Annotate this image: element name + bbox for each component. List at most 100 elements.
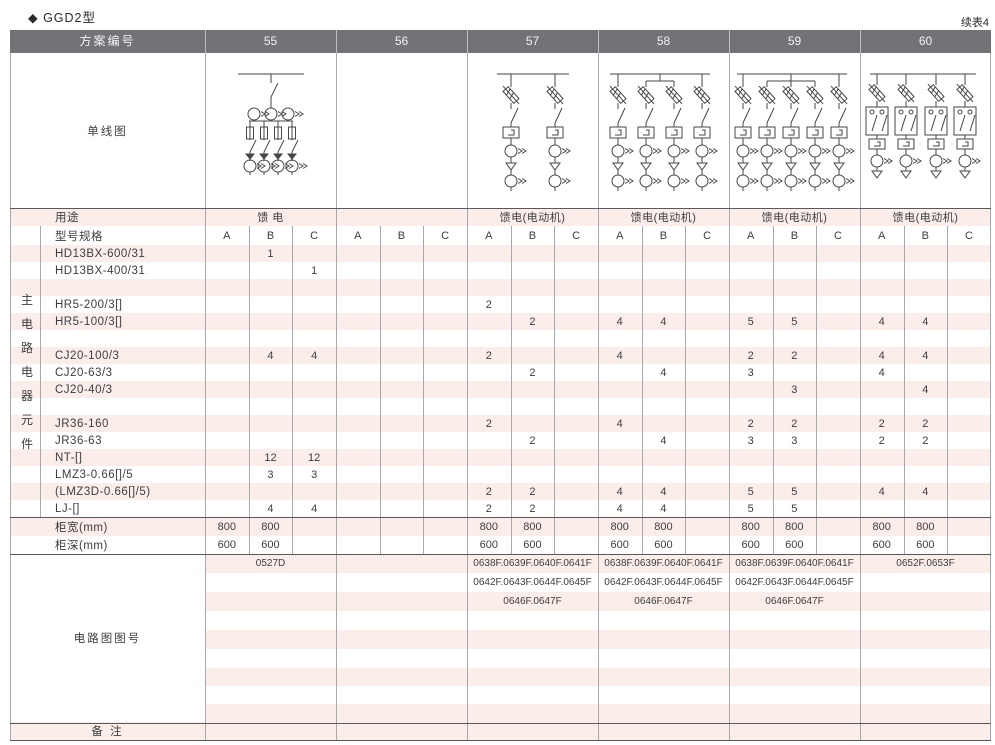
value-cell bbox=[904, 398, 948, 415]
value-cell bbox=[947, 296, 991, 313]
value-cell bbox=[205, 398, 249, 415]
component-row-label: HD13BX-600/31 bbox=[55, 247, 146, 260]
figure-number-cell-scheme-58 bbox=[598, 668, 729, 686]
value-cell bbox=[423, 517, 467, 536]
value-cell bbox=[598, 262, 642, 279]
value-cell: 800 bbox=[741, 520, 760, 533]
value-cell bbox=[816, 517, 860, 536]
component-row: CJ20-100/3 4 4 2 4 2 2 4 4 bbox=[10, 347, 991, 364]
value-cell bbox=[816, 262, 860, 279]
value-cell: 4 bbox=[616, 417, 623, 430]
single-line-diagram-feeder-4-branch bbox=[205, 53, 336, 208]
diagram-row-label: 单线图 bbox=[87, 125, 128, 138]
value-cell bbox=[904, 500, 948, 517]
figure-number-cell-scheme-55 bbox=[205, 630, 336, 649]
value-cell bbox=[380, 483, 424, 500]
value-cell: 2 bbox=[791, 417, 798, 430]
value-cell bbox=[947, 415, 991, 432]
subcol-header: A bbox=[223, 229, 231, 242]
value-cell: 5 bbox=[791, 485, 798, 498]
value-cell bbox=[467, 466, 511, 483]
value-cell bbox=[205, 347, 249, 364]
value-cell: 600 bbox=[610, 539, 629, 551]
component-row: JR36-160 2 4 2 2 2 2 bbox=[10, 415, 991, 432]
value-cell bbox=[642, 381, 686, 398]
value-cell: 800 bbox=[654, 520, 673, 533]
value-cell bbox=[511, 466, 555, 483]
value-cell: 800 bbox=[217, 520, 236, 533]
cabinet-depth-row-label: 柜深(mm) bbox=[55, 540, 108, 552]
header-scheme-59: 59 bbox=[787, 34, 802, 48]
value-cell bbox=[860, 262, 904, 279]
remark-row-label: 备 注 bbox=[91, 726, 124, 738]
header-scheme-55: 55 bbox=[263, 34, 278, 48]
value-cell bbox=[554, 398, 598, 415]
value-cell bbox=[598, 381, 642, 398]
value-cell bbox=[904, 296, 948, 313]
figure-number-cell-scheme-60 bbox=[860, 649, 991, 668]
component-row-label: NT-[] bbox=[55, 451, 83, 464]
subcol-header: C bbox=[310, 229, 319, 242]
value-cell bbox=[947, 330, 991, 347]
value-cell bbox=[554, 483, 598, 500]
value-cell bbox=[816, 466, 860, 483]
component-row-label: HR5-200/3[] bbox=[55, 298, 123, 311]
figure-number-cell-scheme-57 bbox=[467, 704, 598, 722]
value-cell bbox=[947, 536, 991, 554]
remark-cell-scheme-57 bbox=[467, 722, 598, 740]
value-cell: 600 bbox=[217, 539, 236, 551]
value-cell bbox=[467, 245, 511, 262]
subcol-header: A bbox=[878, 229, 886, 242]
value-cell bbox=[554, 279, 598, 296]
value-cell bbox=[554, 381, 598, 398]
value-cell: 12 bbox=[308, 451, 321, 464]
value-cell bbox=[554, 296, 598, 313]
value-cell bbox=[380, 245, 424, 262]
spec-table: 方案编号 55 56 57 58 59 60 单线图 用途馈 电馈电(电动机) 馈电(电动机)… bbox=[10, 30, 991, 741]
value-cell bbox=[598, 296, 642, 313]
value-cell bbox=[947, 381, 991, 398]
value-cell bbox=[904, 245, 948, 262]
value-cell bbox=[554, 536, 598, 554]
value-cell bbox=[205, 449, 249, 466]
value-cell: 4 bbox=[878, 315, 885, 328]
value-cell bbox=[947, 483, 991, 500]
remark-cell-scheme-59 bbox=[729, 722, 860, 740]
figure-number-row bbox=[205, 630, 991, 649]
single-line-diagram-row: 单线图 bbox=[10, 53, 991, 208]
value-cell bbox=[336, 245, 380, 262]
subcol-header: A bbox=[485, 229, 493, 242]
value-cell: 4 bbox=[922, 315, 929, 328]
single-line-diagram-empty bbox=[336, 53, 467, 208]
value-cell bbox=[685, 398, 729, 415]
value-cell bbox=[773, 364, 817, 381]
header-scheme-57: 57 bbox=[525, 34, 540, 48]
value-cell: 5 bbox=[791, 502, 798, 515]
usage-cell-scheme-55: 馈 电 bbox=[257, 212, 284, 224]
value-cell: 2 bbox=[529, 502, 536, 515]
value-cell bbox=[423, 415, 467, 432]
component-row: (LMZ3D-0.66[]/5) 2 2 4 4 5 5 4 4 bbox=[10, 483, 991, 500]
value-cell bbox=[642, 466, 686, 483]
component-row: HD13BX-400/31 1 bbox=[10, 262, 991, 279]
component-row-label: JR36-63 bbox=[55, 434, 102, 447]
usage-row: 用途 馈 电 馈电(电动机) 馈电(电动机) 馈电(电动机) 馈电(电动机) bbox=[10, 208, 991, 226]
single-line-diagram-motor-2-branch bbox=[467, 53, 598, 208]
figure-number-cell-scheme-60 bbox=[860, 704, 991, 722]
value-cell bbox=[292, 330, 336, 347]
value-cell bbox=[380, 330, 424, 347]
value-cell bbox=[292, 381, 336, 398]
single-line-diagram-motor-reversing-4-branch bbox=[860, 53, 991, 208]
side-label-char: 主 bbox=[20, 293, 33, 307]
value-cell: 4 bbox=[616, 349, 623, 362]
value-cell bbox=[467, 432, 511, 449]
value-cell bbox=[685, 347, 729, 364]
value-cell bbox=[249, 296, 293, 313]
value-cell: 1 bbox=[311, 264, 318, 277]
figure-number-row bbox=[205, 611, 991, 630]
component-row bbox=[10, 330, 991, 347]
figure-number-cell-scheme-59 bbox=[729, 704, 860, 722]
usage-cell-scheme-57: 馈电(电动机) bbox=[499, 212, 566, 224]
value-cell bbox=[642, 330, 686, 347]
value-cell: 2 bbox=[922, 417, 929, 430]
